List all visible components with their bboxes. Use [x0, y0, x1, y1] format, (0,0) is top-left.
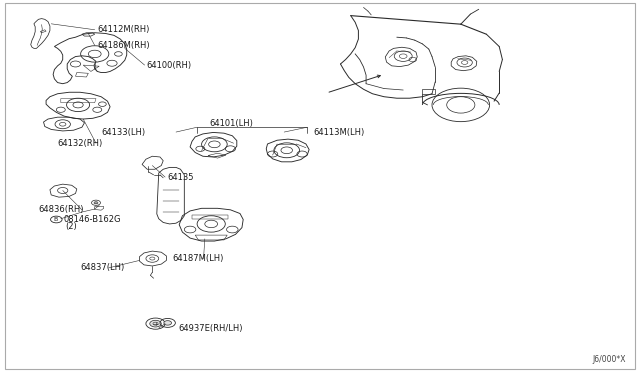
Text: 64112M(RH): 64112M(RH) — [97, 25, 150, 34]
Text: 64836(RH): 64836(RH) — [38, 205, 84, 214]
Text: J6/000*X: J6/000*X — [593, 355, 626, 364]
Circle shape — [150, 320, 161, 327]
Circle shape — [164, 321, 172, 325]
Text: 64113M(LH): 64113M(LH) — [314, 128, 365, 137]
Text: 08146-B162G: 08146-B162G — [64, 215, 122, 224]
Text: 64133(LH): 64133(LH) — [102, 128, 146, 137]
Text: B: B — [53, 217, 57, 222]
Text: 64187M(LH): 64187M(LH) — [173, 254, 224, 263]
Text: 64186M(RH): 64186M(RH) — [97, 41, 150, 50]
Text: 64101(LH): 64101(LH) — [210, 119, 253, 128]
Text: 64132(RH): 64132(RH) — [58, 139, 103, 148]
Text: 64937E(RH/LH): 64937E(RH/LH) — [178, 324, 243, 333]
Text: 64100(RH): 64100(RH) — [146, 61, 191, 70]
Text: (2): (2) — [65, 222, 77, 231]
Text: 64135: 64135 — [168, 173, 194, 182]
Text: 64837(LH): 64837(LH) — [80, 263, 124, 272]
